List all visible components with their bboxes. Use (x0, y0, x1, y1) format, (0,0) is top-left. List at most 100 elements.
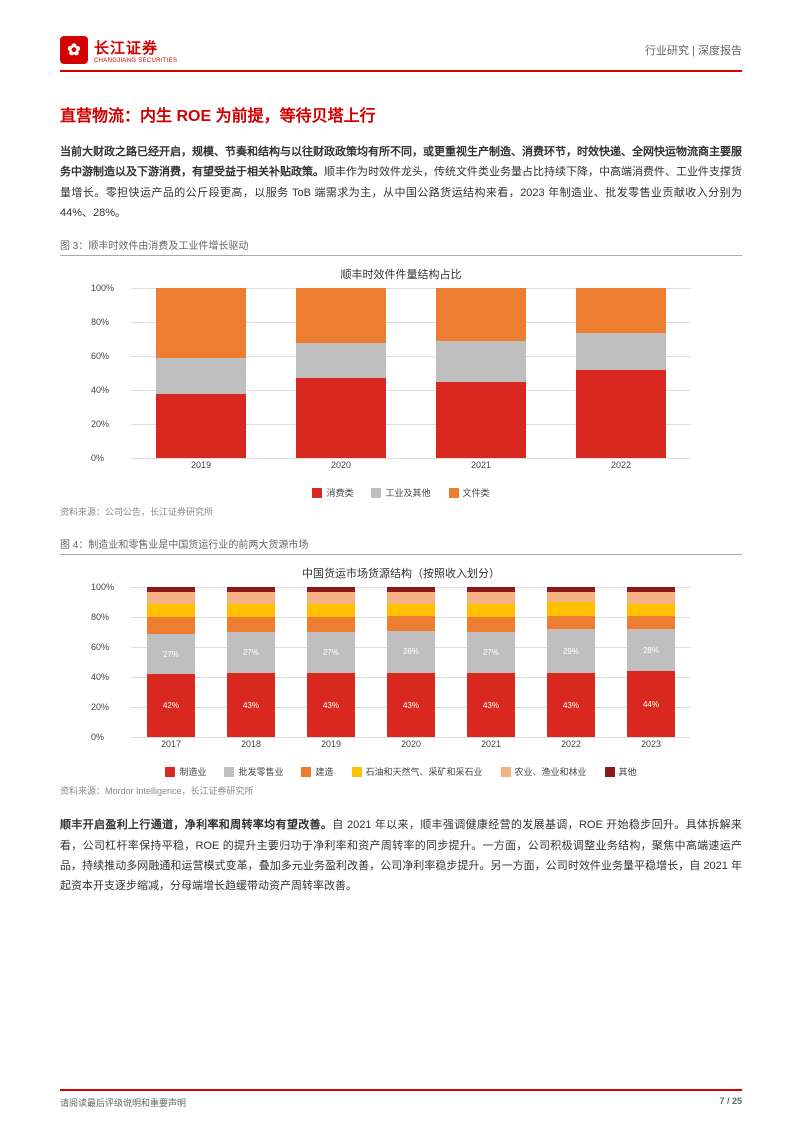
x-tick-label: 2022 (576, 460, 666, 478)
bar-segment: 43% (387, 673, 435, 738)
legend-item: 制造业 (165, 765, 206, 778)
logo: ✿ 长江证券 CHANGJIANG SECURITIES (60, 36, 177, 64)
bar-segment: 42% (147, 674, 195, 737)
footer-disclaimer: 请阅读最后评级说明和重要声明 (60, 1096, 186, 1109)
bar-segment (147, 604, 195, 618)
bar-segment (147, 617, 195, 634)
y-tick-label: 100% (91, 582, 114, 592)
x-tick-label: 2021 (467, 739, 515, 757)
legend-swatch (371, 488, 381, 498)
x-labels: 2017201820192020202120222023 (131, 739, 691, 757)
bar-stack: 27%43% (307, 587, 355, 737)
y-tick-label: 80% (91, 612, 109, 622)
bar-segment (547, 616, 595, 630)
logo-text-cn: 长江证券 (94, 37, 177, 58)
fig3-source: 资料来源：公司公告，长江证券研究所 (60, 505, 742, 518)
bars-container: 27%42%27%43%27%43%28%43%27%43%29%43%28%4… (131, 587, 691, 737)
legend-swatch (501, 767, 511, 777)
legend-item: 工业及其他 (371, 486, 430, 499)
legend-item: 农业、渔业和林业 (501, 765, 587, 778)
legend-swatch (224, 767, 234, 777)
paragraph-2-bold: 顺丰开启盈利上行通道，净利率和周转率均有望改善。 (60, 819, 332, 831)
page-footer: 请阅读最后评级说明和重要声明 7 / 25 (60, 1089, 742, 1109)
legend-swatch (301, 767, 311, 777)
bar-segment: 27% (467, 632, 515, 673)
bar-stack (296, 288, 386, 458)
x-tick-label: 2021 (436, 460, 526, 478)
bar-segment (436, 382, 526, 459)
bar-segment (156, 288, 246, 358)
bar-segment (387, 616, 435, 631)
grid-line (131, 737, 691, 738)
bar-segment (576, 370, 666, 458)
bar-segment (627, 592, 675, 604)
x-tick-label: 2022 (547, 739, 595, 757)
bar-segment (296, 378, 386, 458)
bar-segment: 43% (467, 673, 515, 738)
logo-text-en: CHANGJIANG SECURITIES (94, 58, 177, 64)
legend-label: 文件类 (463, 486, 490, 499)
legend-item: 石油和天然气、采矿和采石业 (352, 765, 483, 778)
bar-segment (576, 288, 666, 332)
x-tick-label: 2017 (147, 739, 195, 757)
y-tick-label: 40% (91, 385, 109, 395)
y-tick-label: 40% (91, 672, 109, 682)
bar-segment (436, 288, 526, 341)
legend-label: 建造 (315, 765, 333, 778)
y-tick-label: 20% (91, 419, 109, 429)
bar-segment: 43% (227, 673, 275, 738)
bar-segment (467, 617, 515, 632)
paragraph-1: 当前大财政之路已经开启，规模、节奏和结构与以往财政政策均有所不同，或更重视生产制… (60, 142, 742, 223)
y-tick-label: 100% (91, 283, 114, 293)
page: ✿ 长江证券 CHANGJIANG SECURITIES 行业研究 | 深度报告… (0, 0, 802, 1133)
bar-stack: 29%43% (547, 587, 595, 737)
bar-segment (296, 343, 386, 379)
bar-segment: 27% (227, 632, 275, 673)
bar-segment (436, 341, 526, 382)
legend-label: 石油和天然气、采矿和采石业 (366, 765, 483, 778)
legend-label: 其他 (619, 765, 637, 778)
y-tick-label: 0% (91, 732, 104, 742)
bar-segment (627, 604, 675, 616)
bar-segment: 29% (547, 629, 595, 673)
fig3-legend: 消费类 工业及其他 文件类 (60, 486, 742, 499)
fig4-legend: 制造业 批发零售业 建造 石油和天然气、采矿和采石业 农业、渔业和林业 其他 (60, 765, 742, 778)
paragraph-2: 顺丰开启盈利上行通道，净利率和周转率均有望改善。自 2021 年以来，顺丰强调健… (60, 815, 742, 896)
bar-segment: 28% (627, 629, 675, 671)
bar-stack: 28%43% (387, 587, 435, 737)
bar-segment: 27% (307, 632, 355, 673)
fig4-chart: 0%20%40%60%80%100%27%42%27%43%27%43%28%4… (91, 587, 711, 757)
fig3-title: 顺丰时效件件量结构占比 (60, 266, 742, 282)
legend-label: 工业及其他 (385, 486, 430, 499)
x-tick-label: 2023 (627, 739, 675, 757)
bar-segment (227, 592, 275, 604)
bar-segment (387, 592, 435, 604)
y-tick-label: 20% (91, 702, 109, 712)
legend-item: 批发零售业 (224, 765, 283, 778)
legend-item: 消费类 (312, 486, 353, 499)
bar-segment (547, 592, 595, 603)
bar-segment (307, 592, 355, 604)
legend-swatch (312, 488, 322, 498)
bar-segment (156, 358, 246, 394)
header-breadcrumb: 行业研究 | 深度报告 (645, 42, 742, 58)
bar-stack (156, 288, 246, 458)
footer-page-number: 7 / 25 (719, 1096, 742, 1109)
bar-segment: 27% (147, 634, 195, 675)
bar-segment (387, 604, 435, 616)
y-tick-label: 60% (91, 642, 109, 652)
legend-label: 消费类 (326, 486, 353, 499)
bar-segment (147, 592, 195, 604)
bar-segment: 44% (627, 671, 675, 737)
legend-swatch (605, 767, 615, 777)
legend-swatch (449, 488, 459, 498)
bar-segment (547, 602, 595, 616)
bar-segment (627, 616, 675, 630)
bar-segment (227, 617, 275, 632)
fig4-label: 图 4：制造业和零售业是中国货运行业的前两大货源市场 (60, 536, 742, 555)
legend-item: 其他 (605, 765, 637, 778)
bar-stack: 27%43% (467, 587, 515, 737)
bar-stack: 28%44% (627, 587, 675, 737)
bar-segment (156, 394, 246, 459)
bar-stack: 27%42% (147, 587, 195, 737)
